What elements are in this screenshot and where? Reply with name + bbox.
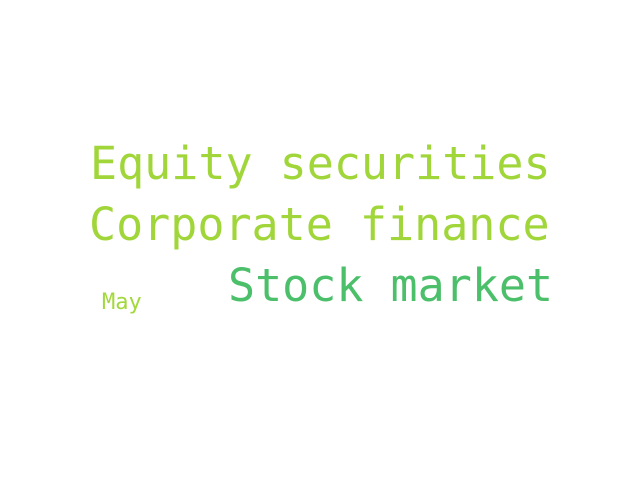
word-may: May [102,290,142,315]
word-equity-securities: Equity securities [90,137,551,190]
word-stock-market: Stock market [228,259,554,312]
word-corporate-finance: Corporate finance [89,198,550,251]
